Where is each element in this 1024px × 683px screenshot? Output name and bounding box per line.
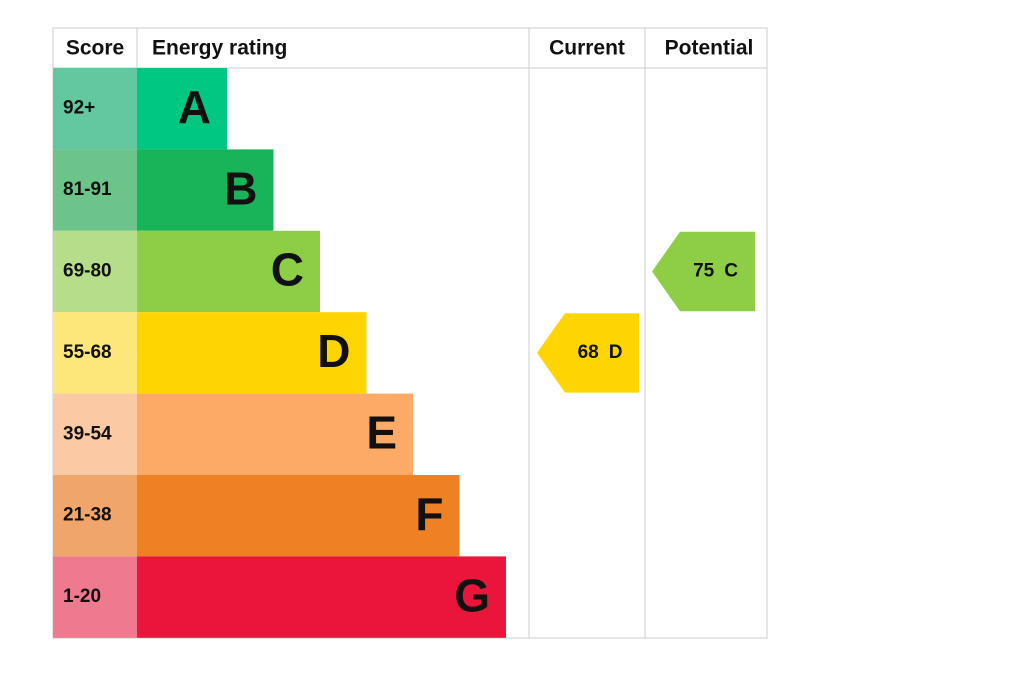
potential-label: 75 C (693, 261, 738, 282)
current-band: D (609, 342, 623, 363)
current-arrow (537, 313, 639, 393)
current-label: 68 D (578, 342, 623, 363)
potential-value: 75 (693, 261, 715, 282)
score-cell (53, 230, 137, 313)
rating-letter: F (415, 488, 443, 540)
score-cell (53, 68, 137, 150)
rating-bar (137, 475, 460, 557)
rating-letter: D (317, 325, 350, 377)
rating-bar (137, 68, 227, 150)
header-rating: Energy rating (152, 37, 287, 60)
header-current: Current (549, 37, 625, 60)
rating-bar (137, 393, 413, 475)
rating-bar (137, 149, 274, 231)
current-value: 68 (578, 342, 599, 363)
rating-bar (137, 556, 506, 638)
score-label: 55-68 (63, 342, 112, 363)
rating-letter: E (366, 406, 397, 458)
rating-letter: C (271, 244, 304, 296)
header-potential: Potential (665, 37, 754, 60)
rating-letter: B (224, 162, 257, 214)
rating-bar (137, 230, 320, 313)
rating-letter: G (454, 569, 490, 621)
potential-band: C (724, 261, 738, 282)
score-label: 81-91 (63, 179, 112, 200)
potential-arrow (652, 231, 755, 312)
rating-bar (137, 312, 367, 394)
score-cell (53, 556, 137, 638)
score-label: 69-80 (63, 261, 112, 282)
score-label: 21-38 (63, 505, 112, 526)
score-label: 39-54 (63, 423, 112, 444)
score-label: 1-20 (63, 586, 101, 607)
score-cell (53, 149, 137, 231)
score-cell (53, 475, 137, 557)
score-cell (53, 393, 137, 475)
header-score: Score (66, 37, 124, 60)
rating-letter: A (178, 81, 211, 133)
score-label: 92+ (63, 98, 95, 119)
score-cell (53, 312, 137, 394)
